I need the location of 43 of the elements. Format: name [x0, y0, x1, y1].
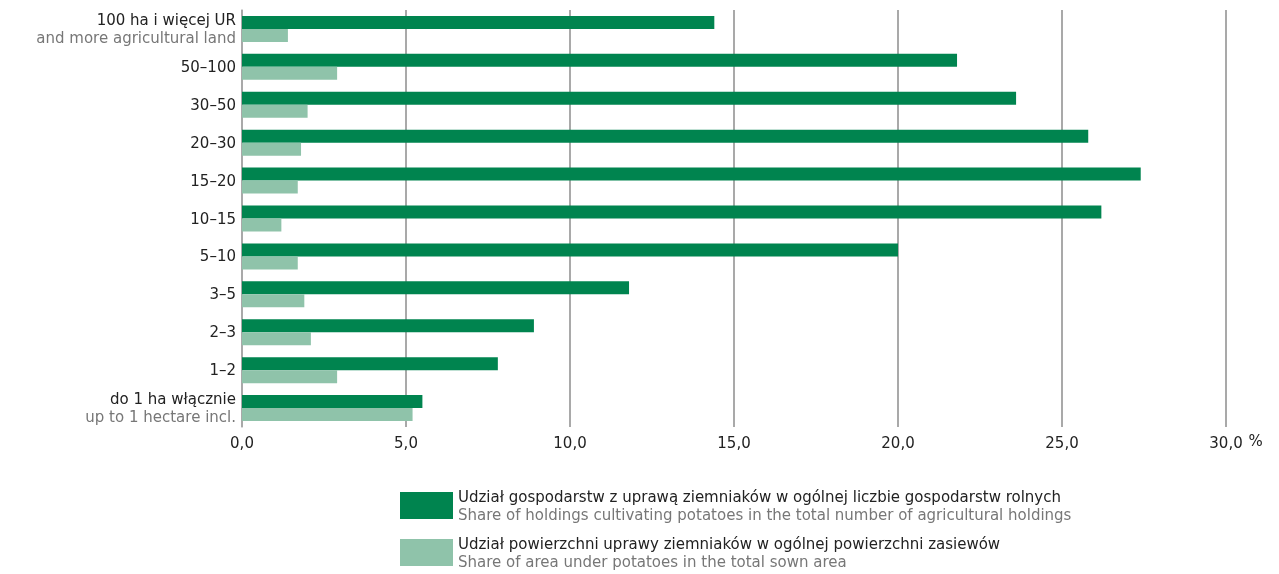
- legend-label: Udział gospodarstw z uprawą ziemniaków w ogólnej liczbie gospodarstw rolnych Share of holdings cultivating potatoes in the total number of agricultural holdings: [458, 487, 1072, 524]
- y-tick-label: 50–100: [180, 57, 236, 76]
- y-tick-label: do 1 ha włącznie up to 1 hectare incl.: [85, 390, 236, 427]
- legend-label: Udział powierzchni uprawy ziemniaków w ogólnej powierzchni zasiewów Share of area under potatoes in the total sown area: [458, 534, 1001, 571]
- bar: [242, 15, 715, 29]
- bar: [242, 256, 298, 270]
- bar: [242, 142, 302, 156]
- bar: [242, 281, 630, 295]
- bar: [242, 180, 298, 194]
- bar: [242, 104, 308, 118]
- bar: [242, 218, 282, 232]
- bar: [242, 66, 338, 80]
- x-tick-label: 5,0: [394, 433, 418, 452]
- bar: [242, 91, 1017, 105]
- bar: [242, 370, 338, 384]
- bar: [242, 167, 1141, 181]
- x-tick-label: 25,0: [1045, 433, 1079, 452]
- bar: [242, 319, 534, 333]
- x-tick-label: 30,0: [1209, 433, 1243, 452]
- bar: [242, 205, 1102, 219]
- x-axis-title: %: [1248, 431, 1263, 450]
- y-tick-label: 100 ha i więcej UR and more agricultural land: [36, 10, 236, 47]
- y-tick-label: 5–10: [199, 247, 236, 266]
- bar: [242, 408, 413, 422]
- y-tick-label: 3–5: [209, 285, 236, 304]
- bar: [242, 28, 288, 42]
- y-tick-label: 20–30: [190, 133, 236, 152]
- bar: [242, 395, 423, 409]
- y-tick-label: 2–3: [209, 323, 236, 342]
- y-tick-label: 1–2: [209, 361, 236, 380]
- bar: [242, 294, 305, 308]
- bar: [242, 53, 958, 67]
- y-tick-label: 10–15: [190, 209, 236, 228]
- x-tick-label: 15,0: [717, 433, 751, 452]
- bar: [242, 357, 498, 371]
- y-tick-label: 15–20: [190, 171, 236, 190]
- bar: [242, 243, 898, 257]
- bar: [242, 332, 311, 346]
- x-tick-label: 0,0: [230, 433, 254, 452]
- x-tick-label: 20,0: [881, 433, 915, 452]
- y-tick-label: 30–50: [190, 95, 236, 114]
- x-tick-label: 10,0: [553, 433, 587, 452]
- bar: [242, 129, 1089, 143]
